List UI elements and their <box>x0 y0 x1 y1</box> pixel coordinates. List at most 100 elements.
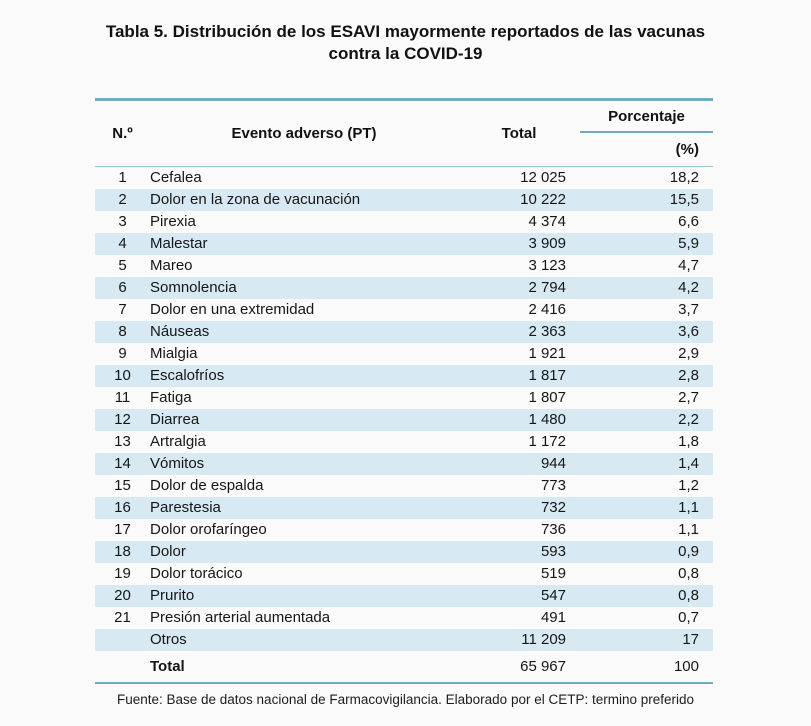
row-total-value: 12 025 <box>520 169 566 186</box>
row-pct-value: 15,5 <box>669 191 699 208</box>
table-row: 11 Fatiga 1 807 2,7 <box>95 387 713 409</box>
col-header-porcentaje-unit: (%) <box>675 141 699 158</box>
row-number: 17 <box>114 521 131 538</box>
row-pct-value: 2,8 <box>678 367 699 384</box>
table-header: N.º Evento adverso (PT) Total Porcentaje… <box>95 99 713 167</box>
row-total-value: 1 807 <box>528 389 566 406</box>
table-row: 12 Diarrea 1 480 2,2 <box>95 409 713 431</box>
row-total-value: 10 222 <box>520 191 566 208</box>
row-event-name: Dolor orofaríngeo <box>150 521 267 538</box>
row-number: 12 <box>114 411 131 428</box>
row-total-value: 1 817 <box>528 367 566 384</box>
row-number: 13 <box>114 433 131 450</box>
row-total-value: 593 <box>540 543 566 560</box>
row-number: 18 <box>114 543 131 560</box>
row-number: 16 <box>114 499 131 516</box>
row-total-value: 2 416 <box>528 301 566 318</box>
source-note: Fuente: Base de datos nacional de Farmac… <box>116 692 695 707</box>
row-number: 2 <box>118 191 127 208</box>
table-row: 16 Parestesia 732 1,1 <box>95 497 713 519</box>
row-event-name: Somnolencia <box>150 279 237 296</box>
col-header-numero: N.º <box>112 125 133 142</box>
row-event-name: Prurito <box>150 587 195 604</box>
row-total-value: 732 <box>540 499 566 516</box>
row-pct-value: 0,8 <box>678 565 699 582</box>
row-total-value: 773 <box>540 477 566 494</box>
row-event-name: Diarrea <box>150 411 200 428</box>
row-total-value: 1 480 <box>528 411 566 428</box>
table-row: 6 Somnolencia 2 794 4,2 <box>95 277 713 299</box>
row-number: 14 <box>114 455 131 472</box>
row-number: 10 <box>114 367 131 384</box>
col-header-evento-adverso: Evento adverso (PT) <box>231 125 377 142</box>
row-event-name: Escalofríos <box>150 367 225 384</box>
row-number: 1 <box>118 169 127 186</box>
row-total-value: 3 909 <box>528 235 566 252</box>
row-event-name: Fatiga <box>150 389 192 406</box>
table-title: Tabla 5. Distribución de los ESAVI mayor… <box>56 21 756 65</box>
table-row: 15 Dolor de espalda 773 1,2 <box>95 475 713 497</box>
table-row: 21 Presión arterial aumentada 491 0,7 <box>95 607 713 629</box>
row-number: 6 <box>118 279 127 296</box>
row-event-name: Artralgia <box>150 433 206 450</box>
row-total-value: 519 <box>540 565 566 582</box>
table-title-line-2: contra la COVID-19 <box>328 44 483 63</box>
row-event-name: Otros <box>150 631 187 648</box>
table-row: 1 Cefalea 12 025 18,2 <box>95 167 713 190</box>
row-pct-value: 17 <box>682 631 699 648</box>
total-row-pct-value: 100 <box>673 658 699 675</box>
row-total-value: 11 209 <box>521 631 566 648</box>
row-total-value: 1 921 <box>528 345 566 362</box>
table-row: 2 Dolor en la zona de vacunación 10 222 15,… <box>95 189 713 211</box>
row-pct-value: 18,2 <box>669 169 699 186</box>
row-event-name: Mialgia <box>150 345 198 362</box>
row-number: 15 <box>114 477 131 494</box>
row-event-name: Presión arterial aumentada <box>150 609 331 626</box>
row-total-value: 1 172 <box>528 433 566 450</box>
table-title-line-1: Tabla 5. Distribución de los ESAVI mayor… <box>105 22 706 41</box>
row-total-value: 547 <box>540 587 566 604</box>
table-row: Otros 11 209 17 <box>95 629 713 651</box>
row-event-name: Pirexia <box>150 213 196 230</box>
table-row: 9 Mialgia 1 921 2,9 <box>95 343 713 365</box>
row-pct-value: 1,1 <box>678 499 699 516</box>
row-total-value: 3 123 <box>528 257 566 274</box>
total-row-total-value: 65 967 <box>520 658 566 675</box>
table-row: 3 Pirexia 4 374 6,6 <box>95 211 713 233</box>
total-row-label: Total <box>150 658 185 675</box>
row-pct-value: 2,2 <box>678 411 699 428</box>
table-body: 1 Cefalea 12 025 18,2 2 Dolor en la zona de v… <box>95 167 713 651</box>
row-event-name: Dolor <box>150 543 186 560</box>
table-row: 13 Artralgia 1 172 1,8 <box>95 431 713 453</box>
table-row: 14 Vómitos 944 1,4 <box>95 453 713 475</box>
row-event-name: Mareo <box>150 257 193 274</box>
row-number: 21 <box>114 609 131 626</box>
row-event-name: Dolor en la zona de vacunación <box>150 191 361 208</box>
row-pct-value: 1,8 <box>678 433 699 450</box>
row-event-name: Malestar <box>150 235 208 252</box>
row-total-value: 736 <box>540 521 566 538</box>
table-row: 5 Mareo 3 123 4,7 <box>95 255 713 277</box>
table-row: 8 Náuseas 2 363 3,6 <box>95 321 713 343</box>
row-pct-value: 1,4 <box>678 455 699 472</box>
row-pct-value: 0,8 <box>678 587 699 604</box>
total-row-number-cell <box>95 651 150 683</box>
row-pct-value: 3,7 <box>678 301 699 318</box>
table-row: 17 Dolor orofaríngeo 736 1,1 <box>95 519 713 541</box>
row-event-name: Cefalea <box>150 169 202 186</box>
row-pct-value: 4,2 <box>678 279 699 296</box>
row-pct-value: 2,7 <box>678 389 699 406</box>
row-number: 9 <box>118 345 127 362</box>
row-pct-value: 0,9 <box>678 543 699 560</box>
row-number: 11 <box>114 389 131 406</box>
table-row: 18 Dolor 593 0,9 <box>95 541 713 563</box>
row-total-value: 4 374 <box>528 213 566 230</box>
row-number: 5 <box>118 257 127 274</box>
col-header-total: Total <box>501 125 537 142</box>
row-pct-value: 6,6 <box>678 213 699 230</box>
row-total-value: 491 <box>540 609 566 626</box>
row-event-name: Dolor en una extremidad <box>150 301 315 318</box>
row-number: 20 <box>114 587 131 604</box>
esavi-distribution-table: N.º Evento adverso (PT) Total Porcentaje… <box>95 98 713 684</box>
row-event-name: Dolor de espalda <box>150 477 264 494</box>
